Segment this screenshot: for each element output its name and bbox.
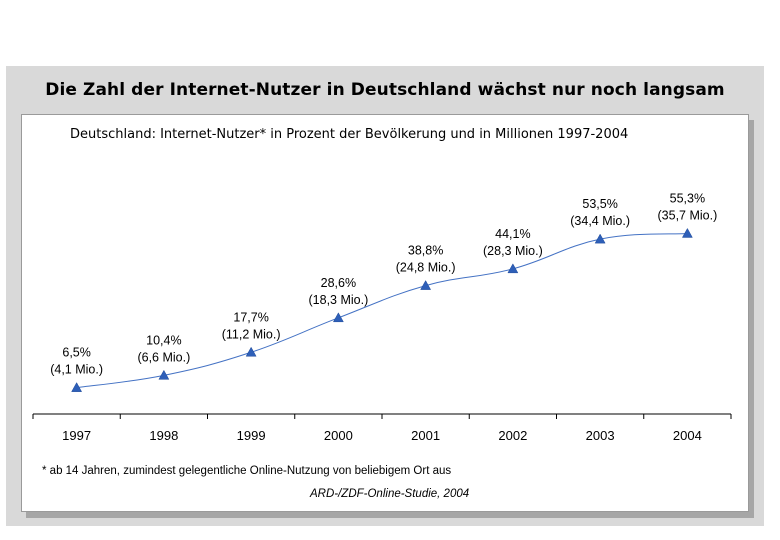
x-tick-label: 1998	[149, 428, 178, 443]
x-tick-label: 2004	[673, 428, 702, 443]
data-label-percent: 44,1%	[495, 227, 530, 241]
x-tick-label: 1999	[237, 428, 266, 443]
data-label-percent: 10,4%	[146, 333, 181, 347]
source-note: ARD-/ZDF-Online-Studie, 2004	[310, 488, 470, 500]
chart-panel	[21, 114, 749, 512]
data-point-marker	[420, 280, 432, 290]
x-tick-label: 2003	[586, 428, 615, 443]
data-point-marker	[594, 233, 606, 244]
data-label-millions: (6,6 Mio.)	[137, 350, 190, 364]
data-point-marker	[681, 227, 693, 238]
data-label-millions: (4,1 Mio.)	[50, 363, 103, 377]
x-tick-label: 2001	[411, 428, 440, 443]
x-tick-label: 2000	[324, 428, 353, 443]
data-label-millions: (24,8 Mio.)	[396, 261, 456, 275]
data-label-percent: 38,8%	[408, 244, 443, 258]
data-point-marker	[507, 263, 519, 274]
data-label-percent: 53,5%	[582, 197, 617, 211]
x-tick-label: 2002	[498, 428, 527, 443]
data-label-percent: 28,6%	[321, 276, 356, 290]
data-point-marker	[332, 312, 344, 323]
x-tick-label: 1997	[62, 428, 91, 443]
data-label-percent: 17,7%	[233, 310, 268, 324]
data-point-marker	[158, 369, 170, 380]
footnote: * ab 14 Jahren, zumindest gelegentliche …	[42, 465, 452, 477]
data-label-millions: (35,7 Mio.)	[658, 208, 718, 222]
series-line	[76, 232, 688, 389]
data-label-millions: (11,2 Mio.)	[222, 327, 281, 341]
data-label-percent: 55,3%	[670, 191, 705, 205]
data-label-millions: (34,4 Mio.)	[570, 214, 630, 228]
data-point-marker	[245, 346, 257, 357]
chart-subtitle: Deutschland: Internet-Nutzer* in Prozent…	[70, 127, 629, 142]
data-label-millions: (18,3 Mio.)	[309, 293, 369, 307]
data-label-millions: (28,3 Mio.)	[483, 244, 543, 258]
data-point-marker	[71, 382, 83, 392]
data-label-percent: 6,5%	[62, 346, 91, 360]
main-title: Die Zahl der Internet-Nutzer in Deutschl…	[45, 80, 725, 100]
